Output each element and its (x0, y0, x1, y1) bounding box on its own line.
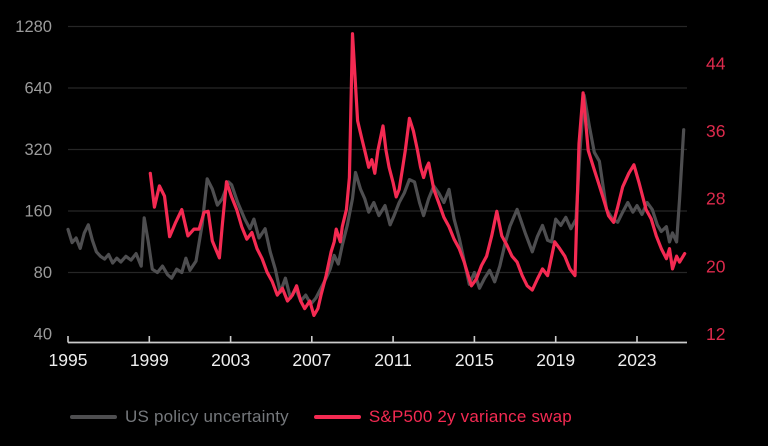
left-axis-tick-label: 320 (24, 141, 52, 159)
left-axis-tick-label: 1280 (15, 18, 52, 36)
legend-label-variance-swap: S&P500 2y variance swap (368, 407, 572, 426)
x-axis-tick-label: 2023 (618, 350, 657, 370)
variance-swap-line (148, 32, 687, 317)
x-axis-tick-label: 2003 (211, 350, 250, 370)
x-axis-tick-label: 1999 (130, 350, 169, 370)
right-axis-tick-label: 44 (706, 53, 726, 73)
legend-item-us-policy-uncertainty: US policy uncertainty (70, 407, 289, 427)
right-axis-tick-label: 28 (706, 189, 725, 209)
x-axis-tick-label: 2007 (292, 350, 331, 370)
right-axis-tick-label: 12 (706, 324, 725, 344)
x-axis-tick-label: 2011 (374, 350, 412, 370)
left-axis-tick-label: 40 (34, 326, 52, 344)
left-axis-tick-label: 640 (24, 80, 52, 98)
legend-item-variance-swap: S&P500 2y variance swap (313, 407, 572, 427)
right-axis-tick-label: 36 (706, 121, 725, 141)
left-axis-tick-label: 80 (34, 264, 52, 282)
left-axis-tick-label: 160 (24, 203, 52, 221)
x-axis-tick-label: 1995 (49, 350, 88, 370)
chart-legend: US policy uncertainty S&P500 2y variance… (70, 406, 572, 428)
gray-line-swatch-icon (70, 415, 117, 419)
x-axis-tick-label: 2019 (536, 350, 575, 370)
x-axis-tick-label: 2015 (455, 350, 494, 370)
red-line-swatch-icon (313, 415, 361, 419)
right-axis-tick-label: 20 (706, 256, 726, 276)
legend-label-us-policy-uncertainty: US policy uncertainty (125, 407, 289, 426)
